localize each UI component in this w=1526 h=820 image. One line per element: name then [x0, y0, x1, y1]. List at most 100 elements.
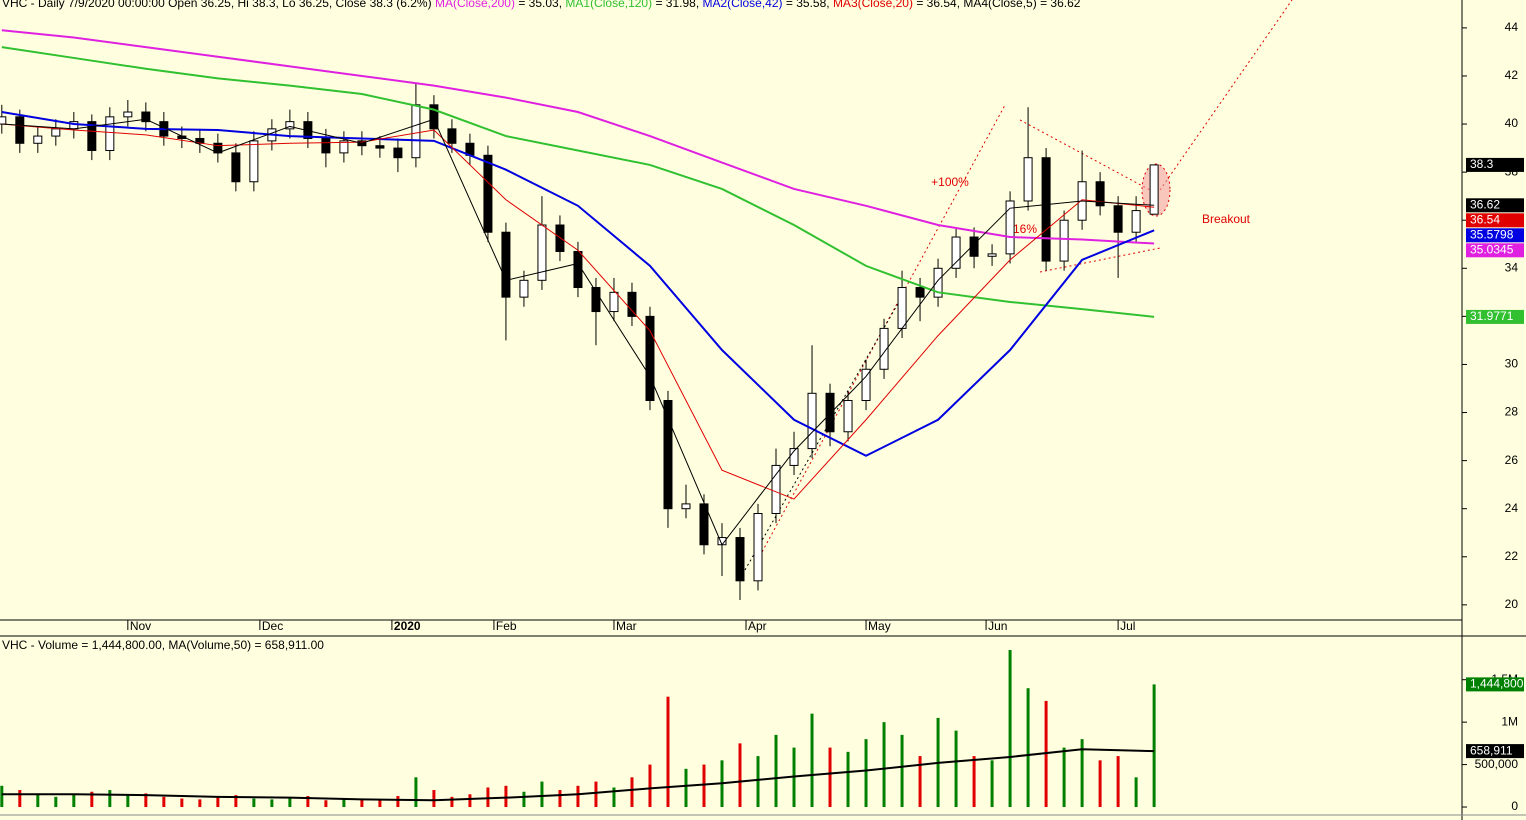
x-tick-label: 2020 — [394, 619, 421, 633]
volume-bar — [360, 799, 364, 808]
candle-body — [771, 464, 781, 515]
candle-body — [231, 152, 241, 183]
volume-bar — [576, 785, 580, 808]
price-tag — [1466, 157, 1524, 172]
volume-bar — [342, 798, 346, 808]
x-tick-label: Nov — [130, 619, 151, 633]
legend-value: = 35.03 — [518, 0, 559, 10]
volume-bar — [396, 795, 400, 808]
price-tag-label: 35.0345 — [1470, 242, 1514, 256]
y-tick-label: 24 — [1505, 501, 1519, 515]
volume-bar — [954, 730, 958, 808]
y-tick-label: 40 — [1505, 116, 1519, 130]
x-tick-label: Apr — [748, 619, 767, 633]
price-tag-label: 658,911 — [1470, 743, 1513, 757]
separator: , — [559, 0, 562, 10]
volume-bar — [234, 795, 238, 808]
candle-body — [1023, 157, 1033, 202]
volume-bar — [72, 794, 76, 808]
annotation: +100% — [931, 175, 969, 189]
candle-body — [321, 137, 331, 154]
candle-body — [141, 111, 151, 123]
candle-body — [519, 279, 529, 298]
volume-bar — [540, 781, 544, 808]
volume-bar — [684, 768, 688, 808]
candle-body — [0, 116, 7, 125]
candle-body — [1095, 181, 1105, 207]
volume-bar — [414, 777, 418, 808]
candle-body — [753, 513, 763, 582]
candle-body — [429, 104, 439, 130]
candle-body — [987, 253, 997, 257]
moving-average — [1, 111, 1155, 457]
x-tick-label: Jun — [988, 619, 1007, 633]
price-tag — [1466, 213, 1524, 228]
candle-body — [807, 392, 817, 450]
trendline — [1039, 247, 1161, 273]
volume-bar — [36, 794, 40, 808]
volume-bar — [1026, 688, 1030, 808]
candle-body — [915, 287, 925, 298]
price-tag-label: 35.5798 — [1470, 227, 1514, 241]
volume-bar — [1098, 760, 1102, 808]
y-tick-label: 0 — [1511, 799, 1518, 813]
separator: , — [957, 0, 960, 10]
candle-body — [933, 267, 943, 298]
volume-bar — [144, 793, 148, 808]
volume-bar — [1062, 747, 1066, 808]
price-tag-label: 1,444,800 — [1470, 677, 1524, 691]
candle-body — [591, 287, 601, 313]
separator: , — [826, 0, 829, 10]
y-tick-label: 30 — [1505, 357, 1519, 371]
volume-bar — [648, 764, 652, 808]
volume-bar — [1152, 684, 1156, 808]
volume-bar — [468, 794, 472, 808]
y-tick-label: 44 — [1505, 20, 1519, 34]
volume-bar — [612, 787, 616, 808]
trendline — [1159, 0, 1293, 191]
candle-body — [1041, 157, 1051, 262]
volume-bar — [666, 696, 670, 808]
volume-bar — [630, 777, 634, 808]
volume-bar — [504, 785, 508, 808]
x-tick-label: Mar — [616, 619, 637, 633]
candle-body — [1005, 200, 1015, 255]
volume-bar — [54, 796, 58, 808]
volume-bar — [774, 734, 778, 808]
legend-name: MA(Close,200) — [435, 0, 515, 10]
legend-value: = 36.54 — [916, 0, 957, 10]
volume-bar — [270, 799, 274, 808]
volume-ma — [1, 748, 1155, 802]
volume-bar — [738, 743, 742, 808]
candle-body — [1131, 210, 1141, 233]
candle-body — [339, 140, 349, 154]
candle-body — [411, 104, 421, 159]
y-tick-label: 22 — [1505, 549, 1519, 563]
x-tick-label: Jul — [1120, 619, 1135, 633]
header-title: VHC - Volume = 1,444,800.00, MA(Volume,5… — [2, 638, 324, 652]
legend-name: MA2(Close,42) — [703, 0, 783, 10]
y-tick-label: 42 — [1505, 68, 1519, 82]
volume-bar — [558, 790, 562, 808]
volume-header: VHC - Volume = 1,444,800.00, MA(Volume,5… — [2, 638, 324, 652]
y-tick-label: 34 — [1505, 260, 1519, 274]
volume-bar — [252, 798, 256, 808]
x-tick-label: Feb — [496, 619, 517, 633]
volume-bar — [810, 713, 814, 808]
candle-body — [735, 537, 745, 582]
candle-body — [843, 400, 853, 433]
x-tick-label: May — [868, 619, 891, 633]
annotation: 16% — [1013, 222, 1037, 236]
y-tick-label: 26 — [1505, 453, 1519, 467]
volume-bar — [450, 796, 454, 808]
volume-bar — [900, 734, 904, 808]
volume-bar — [702, 764, 706, 808]
candle-body — [897, 287, 907, 329]
candle-body — [825, 392, 835, 433]
candle-body — [87, 121, 97, 151]
volume-bar — [882, 722, 886, 808]
candle-body — [447, 128, 457, 144]
candle-body — [573, 250, 583, 289]
candle-body — [33, 135, 43, 144]
volume-bar — [126, 794, 130, 808]
